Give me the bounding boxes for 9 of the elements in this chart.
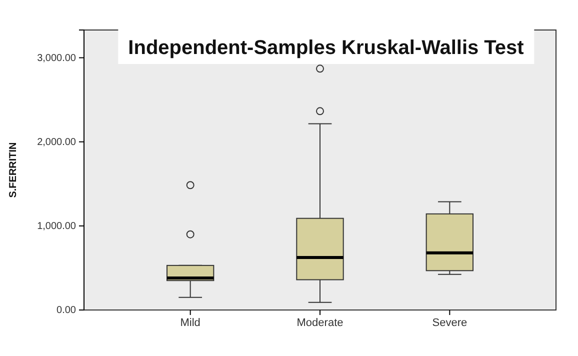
- y-axis-title: S.FERRITIN: [8, 142, 19, 198]
- x-tick-label: Moderate: [296, 316, 344, 329]
- x-tick-label: Severe: [432, 316, 468, 329]
- y-tick-label: 1,000.00: [37, 221, 76, 232]
- y-tick-label: 3,000.00: [37, 52, 76, 64]
- chart-title: Independent-Samples Kruskal-Wallis Test: [128, 37, 524, 59]
- y-tick-label: 0.00: [56, 305, 76, 316]
- y-tick-label: 2,000.00: [37, 137, 76, 148]
- x-tick-label: Mild: [180, 316, 200, 329]
